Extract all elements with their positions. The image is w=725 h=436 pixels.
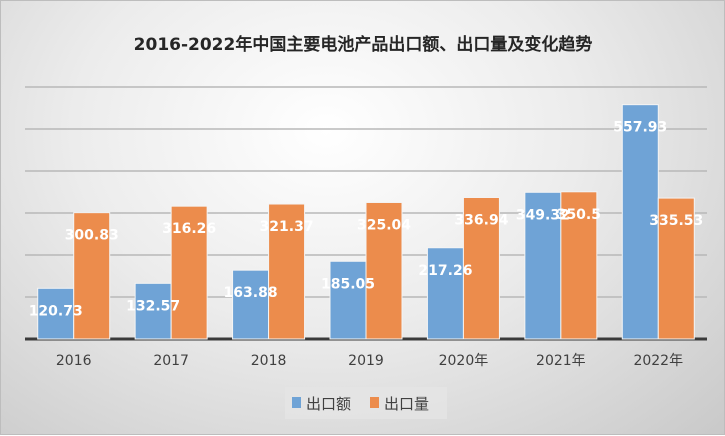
legend: 出口额 出口量 bbox=[285, 387, 447, 419]
data-label: 350.5 bbox=[557, 207, 601, 223]
data-label: 557.93 bbox=[613, 120, 667, 136]
data-label: 321.37 bbox=[260, 219, 314, 235]
bar-export-volume bbox=[365, 201, 403, 340]
bar-export-volume bbox=[657, 197, 695, 340]
data-label: 120.73 bbox=[29, 303, 83, 319]
data-label: 325.04 bbox=[357, 217, 411, 233]
x-tick-label: 2022年 bbox=[633, 353, 683, 369]
bar-export-volume bbox=[268, 203, 306, 340]
data-label: 217.26 bbox=[418, 263, 472, 279]
x-tick-label: 2016 bbox=[56, 353, 92, 369]
bar-export-volume bbox=[560, 191, 598, 340]
bar-export-value bbox=[329, 260, 367, 340]
data-label: 349.32 bbox=[516, 207, 570, 223]
legend-box bbox=[285, 387, 447, 419]
data-label: 335.53 bbox=[649, 213, 703, 229]
legend-swatch bbox=[370, 397, 379, 408]
x-tick-label: 2020年 bbox=[439, 353, 489, 369]
x-tick-label: 2019 bbox=[348, 353, 384, 369]
bar-export-value bbox=[426, 247, 464, 340]
bar-export-volume bbox=[73, 212, 111, 340]
data-label: 316.26 bbox=[162, 221, 216, 237]
bar-export-value bbox=[134, 282, 172, 340]
data-label: 185.05 bbox=[321, 276, 375, 292]
legend-label: 出口量 bbox=[384, 395, 429, 413]
data-label: 132.57 bbox=[126, 298, 180, 314]
data-label: 336.94 bbox=[454, 212, 508, 228]
x-tick-label: 2021年 bbox=[536, 353, 586, 369]
bar-export-volume bbox=[170, 205, 208, 340]
data-label: 300.83 bbox=[65, 228, 119, 244]
chart-title: 2016-2022年中国主要电池产品出口额、出口量及变化趋势 bbox=[134, 34, 593, 55]
legend-label: 出口额 bbox=[306, 395, 351, 413]
x-tick-label: 2017 bbox=[153, 353, 189, 369]
legend-swatch bbox=[292, 397, 301, 408]
data-label: 163.88 bbox=[224, 285, 278, 301]
bar-export-volume bbox=[462, 196, 500, 340]
bar-export-value bbox=[232, 269, 270, 340]
x-tick-label: 2018 bbox=[251, 353, 287, 369]
bar-export-value bbox=[37, 287, 75, 340]
